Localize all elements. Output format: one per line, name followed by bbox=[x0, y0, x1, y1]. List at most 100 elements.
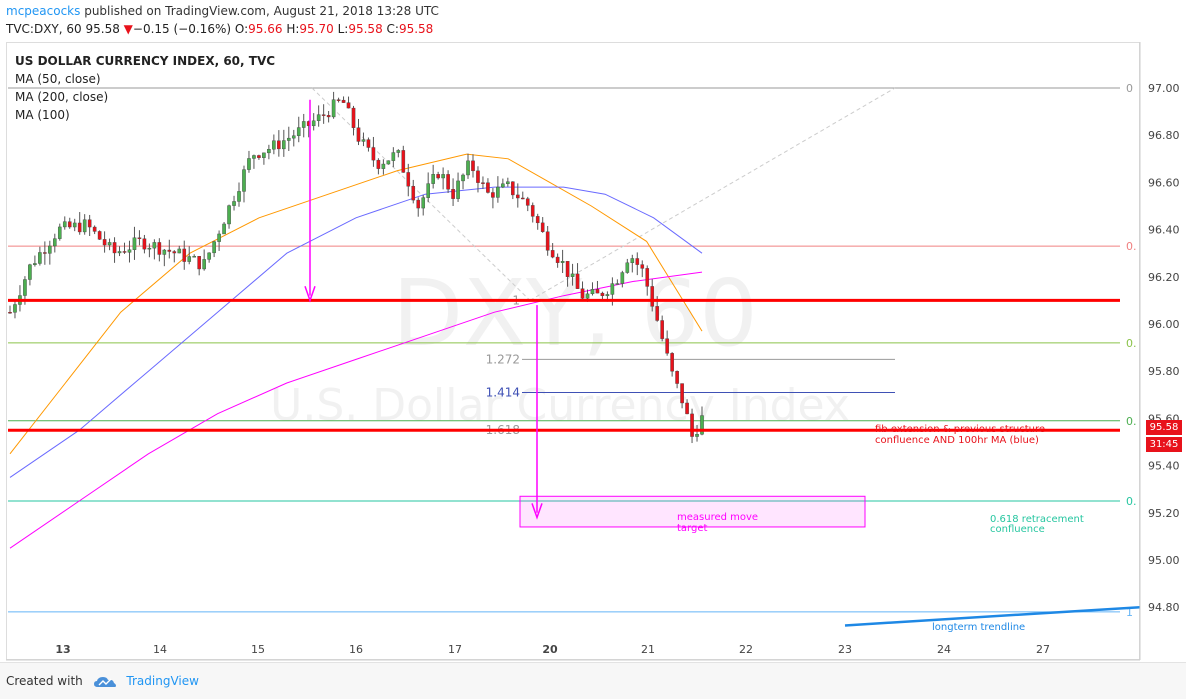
symbol-label: TVC:DXY, 60 bbox=[6, 22, 82, 36]
close-value: 95.58 bbox=[398, 22, 434, 36]
candle-body bbox=[401, 150, 406, 173]
high-value: 95.70 bbox=[299, 22, 334, 36]
open-label: O: bbox=[234, 22, 249, 36]
publish-line: mcpeacocks published on TradingView.com,… bbox=[6, 4, 439, 18]
candle-body bbox=[192, 256, 197, 258]
candle-body bbox=[635, 258, 640, 265]
candle-body bbox=[147, 247, 152, 250]
candle-body bbox=[62, 221, 67, 228]
candle-body bbox=[326, 115, 331, 118]
fib-level-label: 0 bbox=[1126, 82, 1133, 95]
fib-level-label: 0. bbox=[1126, 337, 1137, 350]
candle-body bbox=[486, 182, 490, 193]
fib-level-label: 0. bbox=[1126, 415, 1137, 428]
candle-body bbox=[421, 197, 426, 209]
candle-body bbox=[540, 222, 545, 232]
candle-body bbox=[670, 353, 674, 372]
time-tick-label: 15 bbox=[251, 643, 265, 656]
created-label: Created with bbox=[6, 674, 83, 688]
chart-annotation: target bbox=[677, 523, 707, 534]
candle-body bbox=[182, 248, 187, 262]
candle-body bbox=[560, 261, 565, 263]
candle-body bbox=[665, 338, 669, 354]
legend-ma200[interactable]: MA (200, close) bbox=[15, 90, 109, 104]
candle-body bbox=[217, 233, 221, 242]
legend-title: US DOLLAR CURRENCY INDEX, 60, TVC bbox=[15, 54, 276, 68]
candle-body bbox=[590, 289, 595, 295]
candle-body bbox=[23, 279, 27, 296]
author-link[interactable]: mcpeacocks bbox=[6, 4, 81, 18]
candle-body bbox=[296, 127, 301, 136]
created-with: Created with TradingView bbox=[6, 674, 199, 689]
candle-body bbox=[431, 174, 435, 184]
candle-body bbox=[600, 292, 605, 297]
time-tick-label: 14 bbox=[153, 643, 167, 656]
chart-annotation: confluence bbox=[990, 524, 1045, 535]
candle-body bbox=[411, 186, 416, 201]
candle-body bbox=[481, 182, 485, 184]
low-value: 95.58 bbox=[348, 22, 383, 36]
time-tick-label: 17 bbox=[448, 643, 462, 656]
price-tick-label: 97.00 bbox=[1148, 82, 1180, 95]
candle-body bbox=[660, 320, 664, 339]
candle-body bbox=[680, 383, 684, 404]
price-tick-label: 95.20 bbox=[1148, 507, 1180, 520]
price-change: −0.15 (−0.16%) bbox=[132, 22, 232, 36]
legend-ma100[interactable]: MA (100) bbox=[15, 108, 70, 122]
candle-body bbox=[515, 194, 520, 199]
measured-move-target-box[interactable] bbox=[519, 495, 866, 528]
candle-body bbox=[381, 163, 386, 169]
chart-annotation: confluence AND 100hr MA (blue) bbox=[875, 435, 1039, 446]
candle-body bbox=[406, 172, 411, 187]
candle-body bbox=[112, 242, 117, 254]
candle-body bbox=[575, 273, 580, 289]
candle-body bbox=[396, 150, 401, 153]
candles bbox=[8, 91, 704, 444]
price-axis[interactable]: 97.0096.8096.6096.4096.2096.0095.8095.60… bbox=[1139, 42, 1180, 660]
time-tick-label: 13 bbox=[55, 643, 70, 656]
candle-body bbox=[48, 245, 52, 254]
candle-body bbox=[311, 120, 316, 127]
candle-body bbox=[471, 160, 475, 172]
time-tick-label: 24 bbox=[937, 643, 951, 656]
candle-body bbox=[8, 312, 12, 314]
time-tick-label: 21 bbox=[641, 643, 655, 656]
candle-body bbox=[535, 216, 540, 224]
down-arrow-icon: ▼ bbox=[123, 22, 133, 36]
tradingview-link[interactable]: TradingView bbox=[126, 674, 199, 688]
candle-body bbox=[107, 242, 112, 246]
candle-body bbox=[28, 264, 32, 280]
candle-body bbox=[77, 222, 82, 233]
price-tick-label: 96.40 bbox=[1148, 224, 1180, 237]
fib-level-label: 0. bbox=[1126, 240, 1137, 253]
candle-body bbox=[466, 160, 470, 176]
fib-anchor-line bbox=[529, 87, 896, 301]
candle-body bbox=[142, 238, 147, 250]
candle-body bbox=[316, 114, 321, 122]
candle-body bbox=[87, 219, 92, 228]
low-label: L: bbox=[337, 22, 349, 36]
open-value: 95.66 bbox=[248, 22, 283, 36]
candle-body bbox=[72, 222, 77, 228]
candle-body bbox=[610, 283, 615, 295]
tradingview-cloud-icon bbox=[93, 676, 116, 687]
candle-body bbox=[157, 242, 162, 255]
last-price: 95.58 bbox=[85, 22, 120, 36]
candle-body bbox=[43, 252, 47, 254]
candle-body bbox=[700, 415, 704, 435]
candle-body bbox=[262, 152, 266, 158]
candle-body bbox=[202, 259, 206, 270]
candle-body bbox=[530, 205, 535, 217]
publish-text: published on TradingView.com, August 21,… bbox=[80, 4, 439, 18]
candle-body bbox=[386, 160, 391, 165]
candle-body bbox=[595, 289, 600, 294]
candle-body bbox=[137, 237, 142, 239]
longterm-trendline[interactable] bbox=[844, 605, 1141, 627]
candle-body bbox=[122, 251, 127, 253]
candle-body bbox=[321, 114, 326, 116]
legend-ma50[interactable]: MA (50, close) bbox=[15, 72, 101, 86]
candle-body bbox=[301, 121, 306, 128]
time-axis[interactable]: 13 14 15 16 17 20 21 22 23 24 27 bbox=[6, 643, 1140, 661]
candle-body bbox=[476, 170, 480, 183]
